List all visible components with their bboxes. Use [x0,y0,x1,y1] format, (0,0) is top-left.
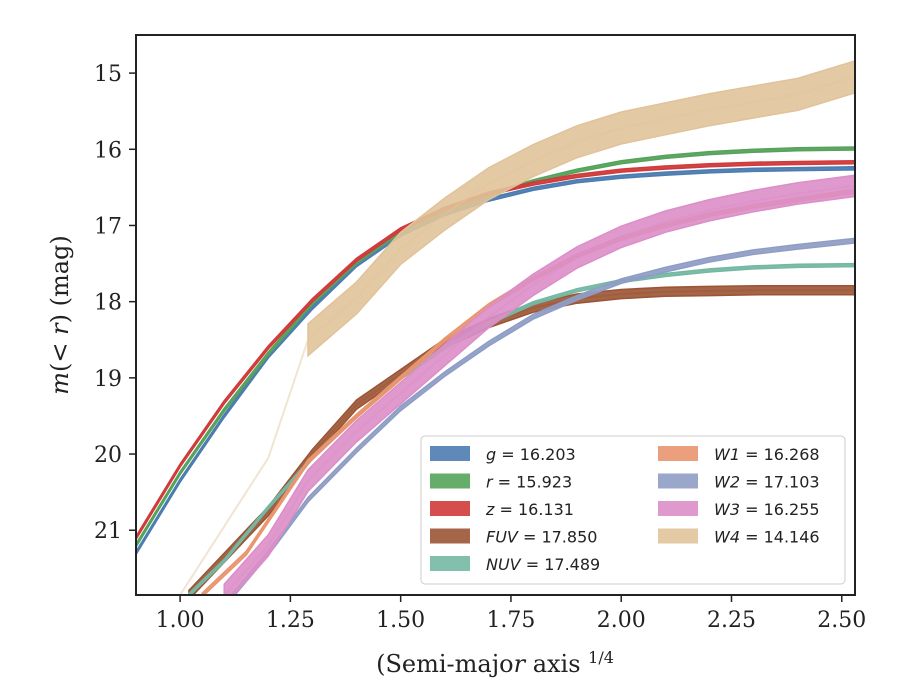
x-tick-label: 1.50 [376,608,425,633]
plot-frame [135,34,856,596]
x-tick-label: 1.00 [156,608,205,633]
legend-item-g: g = 16.203 [430,445,576,464]
series-layer [136,60,855,595]
series-fuv-band [188,284,855,595]
legend-item-z: z = 16.131 [430,500,574,519]
legend-label: W3 = 16.255 [714,500,820,519]
legend-label: NUV = 17.489 [486,555,600,574]
x-tick-label: 2.50 [817,608,866,633]
legend-label: W4 = 14.146 [714,528,820,547]
legend-swatch [430,556,470,571]
legend-label: W2 = 17.103 [714,473,820,492]
series-w4-band [307,60,855,358]
legend-label: FUV = 17.850 [486,528,597,547]
x-axis-label: (Semi-major axis 1/4 [376,648,614,679]
series-z-band [136,159,855,541]
x-tick-label: 1.75 [486,608,535,633]
legend-item-w3: W3 = 16.255 [658,500,820,519]
legend-swatch [658,473,698,489]
x-axis-ticks: 1.00 1.25 1.50 1.75 2.00 2.25 2.50 [156,595,866,633]
legend-swatch [658,501,698,516]
y-tick-label: 19 [94,367,122,392]
y-axis-label: m(< r) (mag) [46,235,74,395]
series-w4 [179,60,855,595]
y-tick-label: 17 [94,214,122,239]
legend-item-r: r = 15.923 [430,473,572,492]
series-w2 [232,237,855,595]
legend-label: r = 15.923 [486,473,572,492]
y-tick-label: 21 [94,519,122,544]
y-tick-label: 20 [94,443,122,468]
y-tick-label: 16 [94,138,122,163]
x-tick-label: 1.25 [266,608,315,633]
series-w3-band [223,174,855,595]
legend-item-w1: W1 = 16.268 [658,445,820,464]
legend: g = 16.203 r = 15.923 z = 16.131 FUV = 17.8… [420,435,846,585]
x-tick-label: 2.25 [707,608,756,633]
x-tick-label: 2.00 [597,608,646,633]
y-tick-label: 18 [94,291,122,316]
legend-box [420,435,846,585]
series-w3 [223,174,855,595]
legend-swatch [658,528,698,544]
legend-label: g = 16.203 [486,445,576,464]
legend-swatch [430,446,470,461]
legend-item-w4: W4 = 14.146 [658,528,820,547]
legend-item-fuv: FUV = 17.850 [430,528,597,547]
legend-swatch [430,528,470,544]
legend-label: z = 16.131 [485,500,574,519]
legend-swatch [658,446,698,461]
legend-swatch [430,473,470,489]
legend-swatch [430,501,470,516]
legend-item-w2: W2 = 17.103 [658,473,820,492]
legend-label: W1 = 16.268 [714,445,820,464]
series-w1-band [201,188,855,595]
y-axis-ticks: 15 16 17 18 19 20 21 [94,62,136,544]
series-w2-band [232,237,855,595]
y-tick-label: 15 [94,62,122,87]
legend-item-nuv: NUV = 17.489 [430,555,600,574]
